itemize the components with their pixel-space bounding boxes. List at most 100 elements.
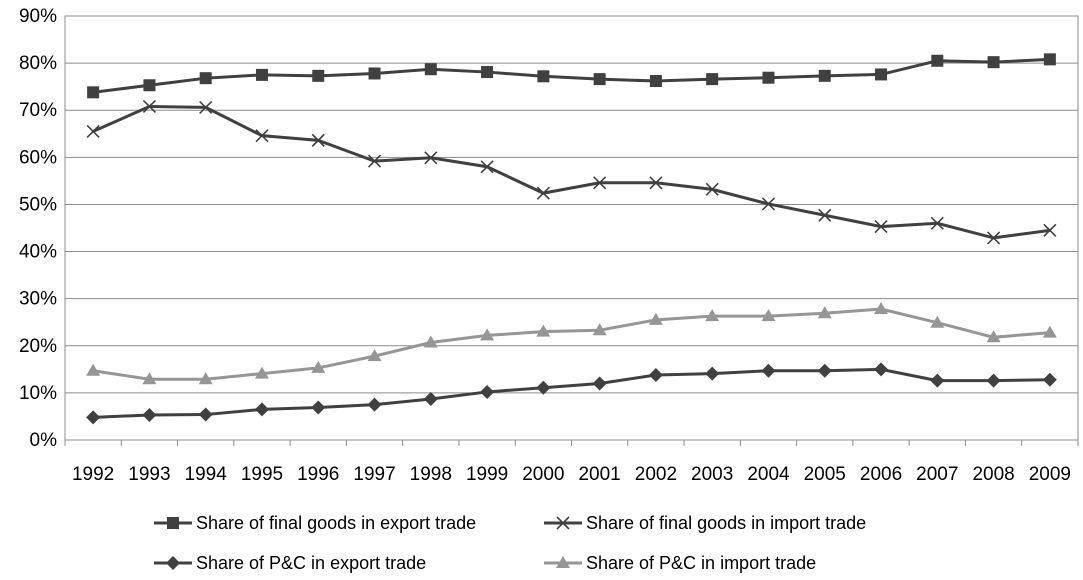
- data-point: [705, 366, 720, 381]
- legend-label: Share of P&C in export trade: [196, 553, 426, 573]
- data-point: [480, 328, 495, 341]
- data-point: [648, 312, 663, 325]
- data-point: [986, 330, 1001, 343]
- data-point: [254, 366, 269, 379]
- series-line: [93, 367, 1050, 419]
- data-point: [930, 216, 944, 230]
- data-point: [987, 56, 1000, 69]
- y-tick-label: 10%: [19, 383, 57, 404]
- data-point: [592, 376, 607, 391]
- data-point: [424, 151, 438, 165]
- axes: 0% 10% 20% 30% 40% 50% 60% 70% 80% 90% 1992 1993 199…: [19, 6, 1079, 485]
- x-tick-label: 1996: [297, 464, 339, 485]
- series-line: [92, 57, 1050, 94]
- data-point: [255, 129, 269, 143]
- data-point: [875, 68, 888, 81]
- data-point: [311, 133, 325, 147]
- data-point: [1043, 53, 1056, 66]
- x-tick-label: 2007: [916, 464, 958, 485]
- y-tick-label: 40%: [19, 242, 57, 263]
- data-point: [930, 315, 945, 328]
- x-tick-label: 2001: [578, 464, 620, 485]
- y-tick-label: 0%: [30, 430, 58, 451]
- data-point: [312, 69, 325, 82]
- data-point: [255, 68, 268, 81]
- data-point: [536, 324, 551, 337]
- x-tick-label: 1998: [410, 464, 452, 485]
- data-point: [593, 73, 606, 86]
- data-point: [761, 363, 776, 378]
- data-point: [199, 72, 212, 85]
- data-point: [1043, 223, 1057, 237]
- data-point: [536, 186, 550, 200]
- data-point: [367, 397, 382, 412]
- data-point: [367, 154, 382, 168]
- legend-marker: [167, 517, 179, 529]
- data-point: [254, 402, 269, 417]
- data-point: [481, 66, 494, 79]
- data-point: [762, 71, 775, 84]
- x-tick-label: 2000: [522, 464, 564, 485]
- legend-label: Share of final goods in import trade: [586, 513, 866, 533]
- x-tick-label: 1999: [466, 464, 508, 485]
- data-point: [1042, 325, 1057, 338]
- data-point: [761, 197, 776, 211]
- series-triangle: [86, 302, 1057, 385]
- series-x: [86, 99, 1057, 245]
- data-point: [874, 220, 888, 234]
- data-point: [987, 231, 1001, 245]
- legend-label: Share of final goods in export trade: [196, 513, 476, 533]
- data-point: [818, 69, 831, 82]
- data-point: [874, 362, 889, 377]
- data-point: [142, 99, 156, 114]
- data-point: [87, 86, 100, 99]
- x-tick-label: 1997: [353, 464, 395, 485]
- x-tick-label: 2009: [1029, 464, 1071, 485]
- data-point: [199, 100, 213, 114]
- legend: Share of final goods in export trade Shar…: [154, 513, 866, 573]
- plot-area-border: [64, 15, 1079, 441]
- legend-marker: [556, 556, 570, 568]
- x-tick-label: 2005: [804, 464, 846, 485]
- y-tick-label: 30%: [19, 289, 57, 310]
- data-point: [311, 360, 326, 373]
- data-point: [480, 160, 494, 174]
- data-point: [424, 63, 437, 76]
- data-point: [423, 335, 438, 348]
- data-point: [986, 373, 1001, 388]
- data-point: [536, 380, 551, 395]
- data-point: [86, 363, 101, 376]
- x-tick-label: 2004: [747, 464, 790, 485]
- data-point: [537, 70, 550, 83]
- x-tick-label: 1995: [241, 464, 283, 485]
- series-square: [87, 53, 1056, 99]
- x-tick-label: 2003: [691, 464, 733, 485]
- data-point: [142, 408, 157, 423]
- data-point: [142, 372, 157, 385]
- data-point: [198, 407, 213, 422]
- data-point: [86, 410, 101, 425]
- y-tick-label: 90%: [19, 6, 57, 27]
- x-tick-label: 2002: [635, 464, 677, 485]
- y-tick-label: 50%: [19, 194, 57, 215]
- gridlines: [65, 15, 1078, 394]
- x-tick-label: 1993: [128, 464, 170, 485]
- data-point: [592, 323, 607, 336]
- data-point: [874, 302, 889, 315]
- data-point: [423, 392, 438, 407]
- x-tick-label: 1994: [185, 464, 228, 485]
- series-lines: [86, 53, 1057, 425]
- data-point: [593, 176, 607, 190]
- series-line: [92, 307, 1050, 381]
- legend-marker: [556, 516, 570, 530]
- data-point: [368, 67, 381, 80]
- data-point: [480, 384, 495, 399]
- data-point: [649, 176, 663, 190]
- legend-item: Share of final goods in import trade: [544, 513, 866, 533]
- legend-label: Share of P&C in import trade: [586, 553, 816, 573]
- data-point: [705, 309, 720, 322]
- series-line: [92, 104, 1051, 240]
- y-tick-label: 60%: [19, 147, 57, 168]
